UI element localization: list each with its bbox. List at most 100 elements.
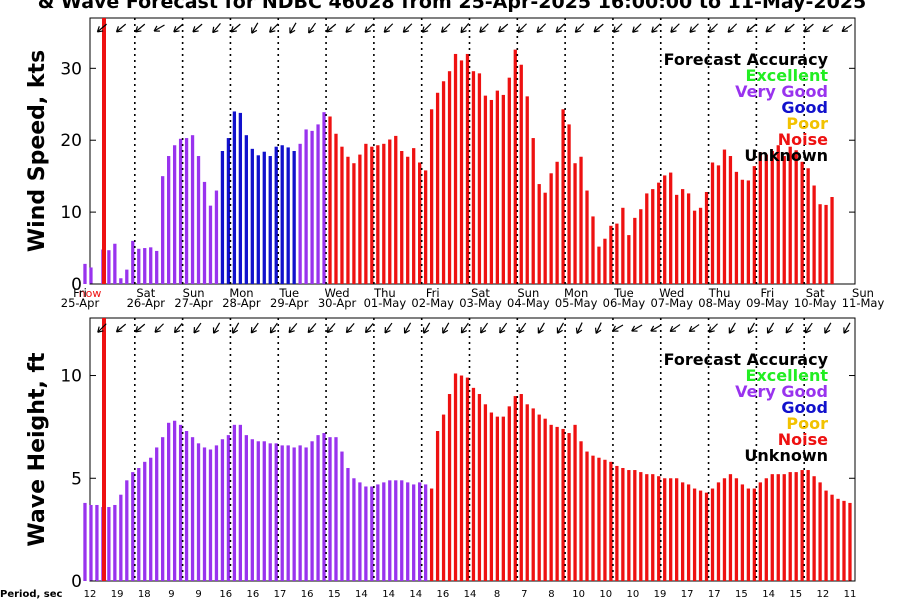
arrow-head (765, 26, 772, 33)
data-bar (161, 437, 165, 581)
arrow-head (822, 25, 829, 33)
data-bar (651, 474, 655, 581)
data-bar (573, 163, 577, 284)
data-bar (89, 267, 93, 284)
arrow-shaft (345, 323, 355, 333)
arrow-head (307, 326, 314, 334)
arrow-head (269, 26, 276, 33)
arrow-shaft (576, 322, 583, 334)
data-bar (400, 151, 404, 284)
data-bar (597, 457, 601, 581)
period-value: 7 (521, 589, 527, 600)
data-bar (250, 148, 254, 284)
data-bar (376, 484, 380, 581)
data-bar (752, 166, 756, 284)
arrow-head (212, 327, 219, 334)
data-bar (202, 447, 207, 581)
arrow-shaft (651, 23, 661, 33)
data-bar (196, 443, 201, 581)
data-bar (304, 129, 308, 284)
data-bar (178, 138, 183, 284)
direction-arrow (269, 23, 279, 33)
data-bar (555, 161, 559, 284)
data-bar (567, 433, 571, 581)
day-name: Wed (325, 286, 350, 300)
data-bar (196, 156, 201, 284)
data-bar (764, 478, 768, 581)
data-bar (585, 451, 589, 581)
data-bar (406, 482, 410, 582)
data-bar (477, 73, 482, 284)
data-bar (519, 64, 523, 284)
arrow-shaft (499, 322, 508, 334)
arrow-shaft (365, 323, 374, 333)
arrow-shaft (116, 23, 127, 33)
data-bar (722, 478, 727, 581)
data-bar (244, 435, 248, 581)
data-bar (334, 133, 338, 284)
data-bar (776, 474, 780, 581)
arrow-head (460, 327, 468, 334)
data-bar (238, 112, 243, 285)
direction-arrow (135, 23, 146, 33)
day-date: 06-May (603, 296, 646, 310)
arrow-head (688, 325, 696, 333)
data-bar (155, 250, 159, 284)
arrow-shaft (631, 324, 643, 332)
direction-arrow (822, 24, 834, 33)
day-name: Sun (183, 286, 205, 300)
data-bar (83, 263, 87, 284)
day-name: Thu (708, 286, 731, 300)
arrow-shaft (402, 23, 413, 33)
data-bar (800, 470, 804, 581)
direction-arrow (460, 23, 470, 34)
direction-arrow (841, 24, 853, 33)
data-bar (328, 116, 332, 285)
direction-arrow (480, 322, 489, 334)
day-date: 05-May (555, 296, 598, 310)
period-value: 10 (627, 589, 640, 600)
data-bar (627, 470, 631, 581)
now-line (102, 318, 106, 581)
data-bar (746, 488, 751, 581)
data-bar (184, 431, 189, 581)
direction-arrow (766, 322, 775, 334)
data-bar (663, 175, 667, 284)
data-bar (525, 96, 529, 284)
data-bar (394, 480, 398, 581)
data-bar (328, 437, 332, 581)
direction-arrow (669, 324, 681, 333)
arrow-head (173, 26, 180, 33)
arrow-shaft (728, 322, 736, 334)
period-value: 14 (382, 589, 395, 600)
data-bar (316, 124, 320, 285)
data-bar (232, 111, 237, 285)
data-bar (758, 152, 762, 284)
arrow-head (402, 26, 410, 33)
direction-arrow (230, 23, 241, 33)
arrow-shaft (595, 322, 602, 334)
arrow-shaft (135, 23, 146, 33)
period-value: 16 (247, 589, 260, 600)
data-bar (280, 145, 284, 284)
data-bar (340, 146, 344, 284)
arrow-head (193, 327, 200, 334)
y-axis-label: Wind Speed, kts (25, 50, 50, 252)
data-bar (477, 394, 482, 581)
data-bar (125, 480, 129, 581)
data-bar (346, 467, 350, 581)
data-bar (89, 504, 93, 581)
day-name: Fri (73, 286, 87, 300)
data-bar (513, 396, 517, 581)
data-bar (143, 248, 147, 284)
direction-arrow (154, 323, 164, 333)
legend-item: Very Good (735, 382, 828, 401)
data-bar (782, 474, 786, 581)
direction-arrow (670, 23, 680, 33)
legend-item: Unknown (744, 146, 828, 165)
direction-arrow (173, 323, 183, 334)
arrow-head (670, 26, 677, 33)
day-date: 30-Apr (318, 296, 357, 310)
arrow-shaft (97, 323, 107, 333)
